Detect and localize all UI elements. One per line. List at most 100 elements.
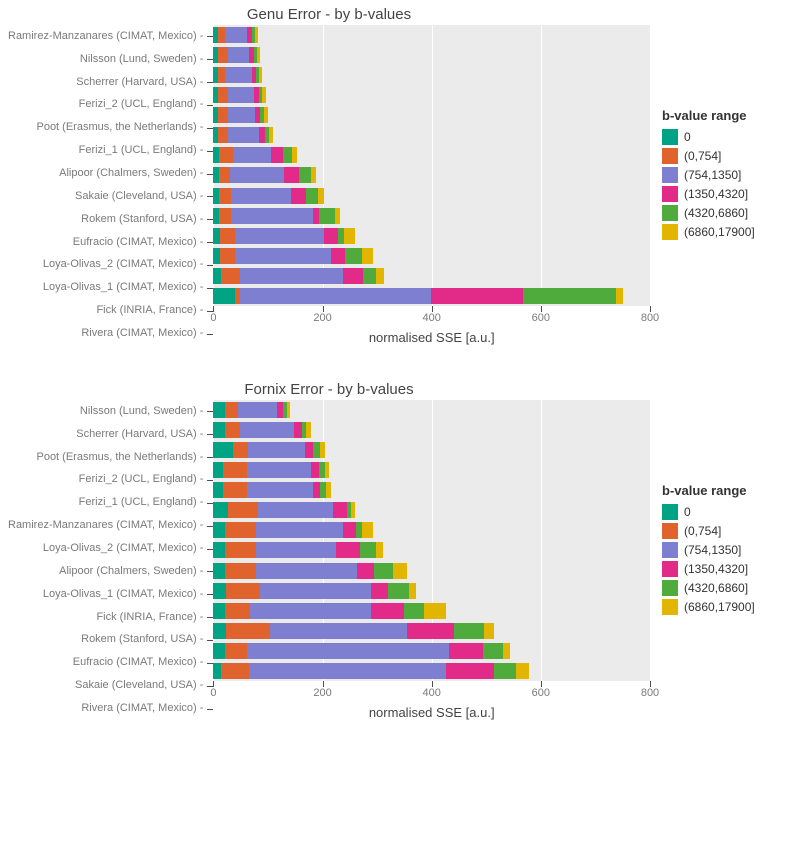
bar-segment-b0 [213,482,223,498]
bar-segment-b5 [393,563,406,579]
bar-segment-b5 [325,462,329,478]
bar-segment-b3 [449,643,483,659]
legend-item: (1350,4320] [662,186,792,202]
y-tick-label: Ferizi_2 (UCL, England) - [8,99,203,110]
bar-segment-b2 [235,248,331,264]
bar-segment-b2 [247,482,312,498]
bar-segment-b5 [257,47,260,63]
legend-label: (1350,4320] [684,562,748,576]
bar-segment-b0 [213,643,225,659]
legend-label: (0,754] [684,149,721,163]
y-tick-label: Eufracio (CIMAT, Mexico) - [8,237,203,248]
bar-segment-b5 [255,27,258,43]
x-axis-title: normalised SSE [a.u.] [213,705,650,720]
bar-segment-b3 [271,147,283,163]
bar-segment-b4 [363,268,376,284]
y-tick-label: Loya-Olivas_1 (CIMAT, Mexico) - [8,589,203,600]
bar-segment-b5 [409,583,417,599]
bar-row [213,462,650,478]
bar-row [213,67,650,83]
legend: b-value range0(0,754](754,1350](1350,432… [650,483,792,618]
x-tick-label: 200 [313,687,331,699]
bar-row [213,47,650,63]
legend-item: (4320,6860] [662,580,792,596]
bar-segment-b0 [213,442,233,458]
legend-label: (1350,4320] [684,187,748,201]
bar-segment-b5 [287,402,290,418]
bar-row [213,147,650,163]
bar-segment-b2 [230,167,285,183]
bar-segment-b0 [213,288,235,304]
legend-item: 0 [662,129,792,145]
y-tick-label: Sakaie (Cleveland, USA) - [8,191,203,202]
bar-segment-b0 [213,462,223,478]
bar-segment-b5 [318,188,323,204]
plot-panel [213,400,650,681]
bar-segment-b1 [220,228,235,244]
bar-row [213,422,650,438]
bar-row [213,522,650,538]
legend-swatch [662,542,678,558]
bar-segment-b3 [313,482,321,498]
legend-title: b-value range [662,108,792,123]
bar-segment-b2 [238,402,276,418]
bar-segment-b0 [213,422,225,438]
bar-segment-b5 [424,603,446,619]
bar-segment-b3 [291,188,306,204]
bar-segment-b1 [225,402,238,418]
bar-segment-b5 [376,268,384,284]
bar-row [213,643,650,659]
gridline [650,25,651,306]
legend-label: (4320,6860] [684,206,748,220]
bar-segment-b1 [226,583,260,599]
y-axis-labels: Ramirez-Manzanares (CIMAT, Mexico) -Nils… [8,25,207,345]
bar-row [213,248,650,264]
bar-segment-b2 [228,127,260,143]
chart-fornix: Fornix Error - by b-valuesNilsson (Lund,… [8,381,792,720]
bar-segment-b3 [333,502,346,518]
legend-item: (0,754] [662,523,792,539]
bar-row [213,27,650,43]
bar-segment-b0 [213,402,225,418]
bar-row [213,542,650,558]
y-tick-label: Ferizi_1 (UCL, England) - [8,497,203,508]
legend-item: (4320,6860] [662,205,792,221]
bars-container [213,25,650,306]
bar-segment-b5 [311,167,316,183]
bar-segment-b4 [306,188,318,204]
y-tick-label: Poot (Erasmus, the Netherlands) - [8,452,203,463]
y-axis-labels: Nilsson (Lund, Sweden) -Scherrer (Harvar… [8,400,207,720]
bar-segment-b0 [213,623,226,639]
y-tick-label: Ferizi_1 (UCL, England) - [8,145,203,156]
bar-segment-b5 [376,542,383,558]
y-tick-label: Scherrer (Harvard, USA) - [8,429,203,440]
x-axis-labels: 0200400600800 [213,687,650,703]
y-tick-label: Loya-Olivas_1 (CIMAT, Mexico) - [8,282,203,293]
y-tick-label: Rivera (CIMAT, Mexico) - [8,703,203,714]
gridline [650,400,651,681]
bar-segment-b5 [269,127,273,143]
y-tick-label: Poot (Erasmus, the Netherlands) - [8,122,203,133]
bar-segment-b4 [299,167,311,183]
plot-wrap: Ramirez-Manzanares (CIMAT, Mexico) -Nils… [8,25,650,345]
chart-main: Genu Error - by b-valuesRamirez-Manzanar… [8,6,650,345]
y-tick-label: Ferizi_2 (UCL, England) - [8,474,203,485]
x-tick-label: 400 [423,312,441,324]
bar-segment-b3 [357,563,373,579]
bar-segment-b2 [249,663,445,679]
bar-segment-b1 [218,27,226,43]
bar-segment-b0 [213,502,227,518]
legend-label: (754,1350] [684,543,741,557]
bar-segment-b2 [248,442,305,458]
x-tick-label: 600 [532,312,550,324]
bar-row [213,208,650,224]
bar-segment-b2 [256,563,358,579]
bar-row [213,167,650,183]
bar-segment-b3 [371,603,405,619]
bar-segment-b1 [225,542,256,558]
bar-segment-b4 [313,442,321,458]
bar-segment-b3 [371,583,388,599]
bar-row [213,502,650,518]
y-tick-label: Rokem (Stanford, USA) - [8,634,203,645]
legend-label: (6860,17900] [684,225,755,239]
